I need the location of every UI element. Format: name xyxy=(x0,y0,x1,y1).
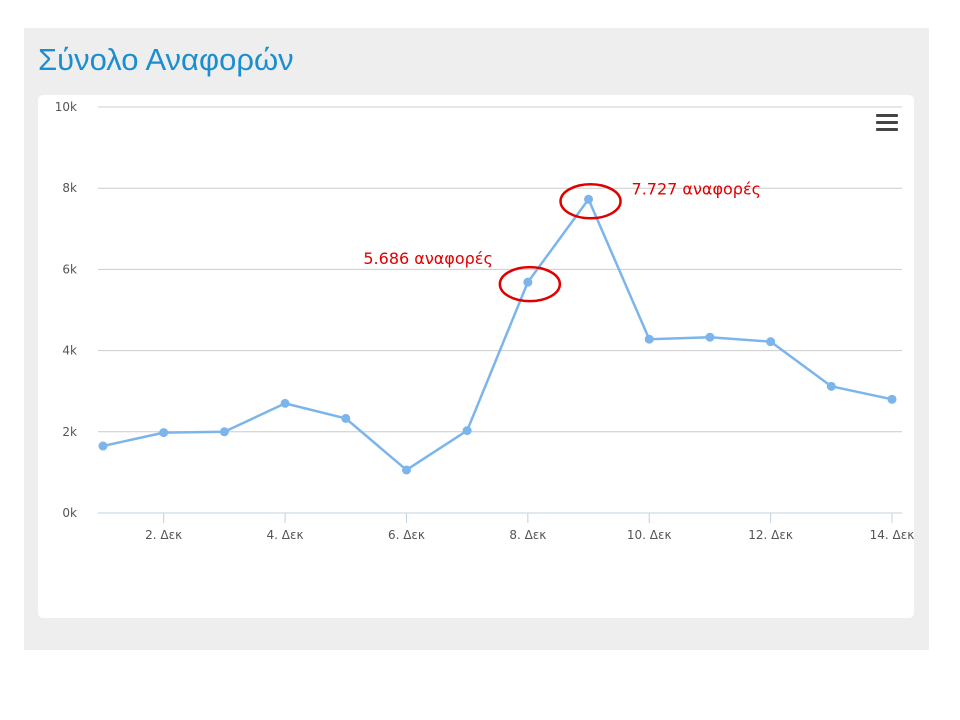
x-tick-label: 10. Δεκ xyxy=(627,528,672,542)
x-tick-label: 2. Δεκ xyxy=(145,528,182,542)
x-tick-label: 12. Δεκ xyxy=(748,528,793,542)
annotation-label: 5.686 αναφορές xyxy=(363,249,492,268)
data-point[interactable] xyxy=(159,428,169,438)
chart-card xyxy=(38,95,914,618)
data-point[interactable] xyxy=(462,426,472,436)
data-point[interactable] xyxy=(98,441,108,451)
chart-menu-icon[interactable] xyxy=(876,114,898,132)
y-tick-label: 0k xyxy=(62,506,77,520)
data-point[interactable] xyxy=(644,334,654,344)
x-tick-label: 8. Δεκ xyxy=(509,528,546,542)
x-tick-label: 14. Δεκ xyxy=(870,528,915,542)
data-point[interactable] xyxy=(341,413,351,423)
annotation-label: 7.727 αναφορές xyxy=(632,179,761,198)
y-tick-label: 4k xyxy=(62,344,77,358)
y-tick-label: 6k xyxy=(62,262,77,276)
data-point[interactable] xyxy=(705,332,715,342)
data-point[interactable] xyxy=(826,381,836,391)
data-point[interactable] xyxy=(887,394,897,404)
data-point[interactable] xyxy=(584,194,594,204)
data-point[interactable] xyxy=(523,277,533,287)
y-tick-label: 2k xyxy=(62,425,77,439)
annotation-circle xyxy=(498,265,562,303)
annotation-circle xyxy=(559,183,622,220)
data-point[interactable] xyxy=(219,427,229,437)
page-title: Σύνολο Αναφορών xyxy=(38,42,294,77)
data-point[interactable] xyxy=(280,398,290,408)
series-line xyxy=(101,198,894,472)
x-tick-label: 6. Δεκ xyxy=(388,528,425,542)
x-tick-label: 4. Δεκ xyxy=(267,528,304,542)
y-tick-label: 10k xyxy=(55,100,77,114)
data-point[interactable] xyxy=(766,337,776,347)
data-point[interactable] xyxy=(401,465,411,475)
y-tick-label: 8k xyxy=(62,181,77,195)
